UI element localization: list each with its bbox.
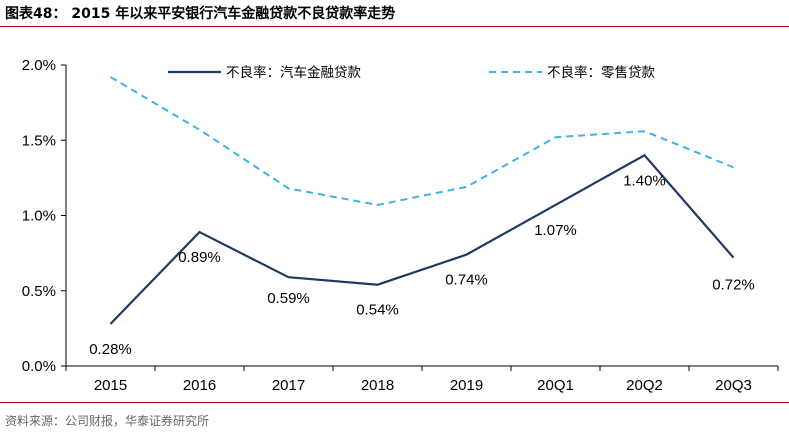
data-label: 0.74%	[445, 272, 488, 289]
data-label: 0.89%	[178, 249, 221, 266]
data-label: 1.07%	[534, 222, 577, 239]
legend-label-retail: 不良率：零售贷款	[547, 64, 655, 81]
x-tick-label: 2016	[183, 377, 216, 394]
footer-rule	[0, 402, 789, 403]
y-tick-label: 2.0%	[22, 57, 56, 74]
source-note: 资料来源：公司财报，华泰证券研究所	[5, 414, 210, 428]
x-tick-label: 20Q2	[626, 377, 663, 394]
data-label: 0.28%	[89, 341, 132, 358]
data-labels: 0.28% 0.89% 0.59% 0.54% 0.74% 1.07% 1.40% 0.72%	[89, 172, 755, 358]
data-label: 1.40%	[623, 172, 666, 189]
y-tick-label: 1.5%	[22, 132, 56, 149]
x-tick-label: 2015	[94, 377, 127, 394]
x-tick-label: 2018	[361, 377, 394, 394]
y-tick-label: 0.5%	[22, 283, 56, 300]
x-tick-label: 2017	[272, 377, 305, 394]
series-line-auto-finance	[109, 153, 735, 325]
title-rule	[0, 26, 789, 27]
chart-title: 图表48： 2015 年以来平安银行汽车金融贷款不良贷款率走势	[5, 6, 396, 22]
axes: 2.0% 1.5% 1.0% 0.5% 0.0% 2015 2016 2017 2018 2019…	[22, 57, 779, 394]
series-line-retail	[109, 76, 734, 206]
legend-label-auto-finance: 不良率：汽车金融贷款	[226, 64, 361, 81]
data-label: 0.72%	[712, 277, 755, 294]
data-label: 0.59%	[267, 290, 310, 307]
y-tick-label: 0.0%	[22, 358, 56, 375]
legend: 不良率：汽车金融贷款 不良率：零售贷款	[168, 64, 655, 81]
x-tick-label: 2019	[450, 377, 483, 394]
series-layer	[109, 76, 735, 325]
y-tick-label: 1.0%	[22, 208, 56, 225]
x-tick-label: 20Q1	[537, 377, 574, 394]
x-tick-label: 20Q3	[715, 377, 752, 394]
data-label: 0.54%	[356, 302, 399, 319]
